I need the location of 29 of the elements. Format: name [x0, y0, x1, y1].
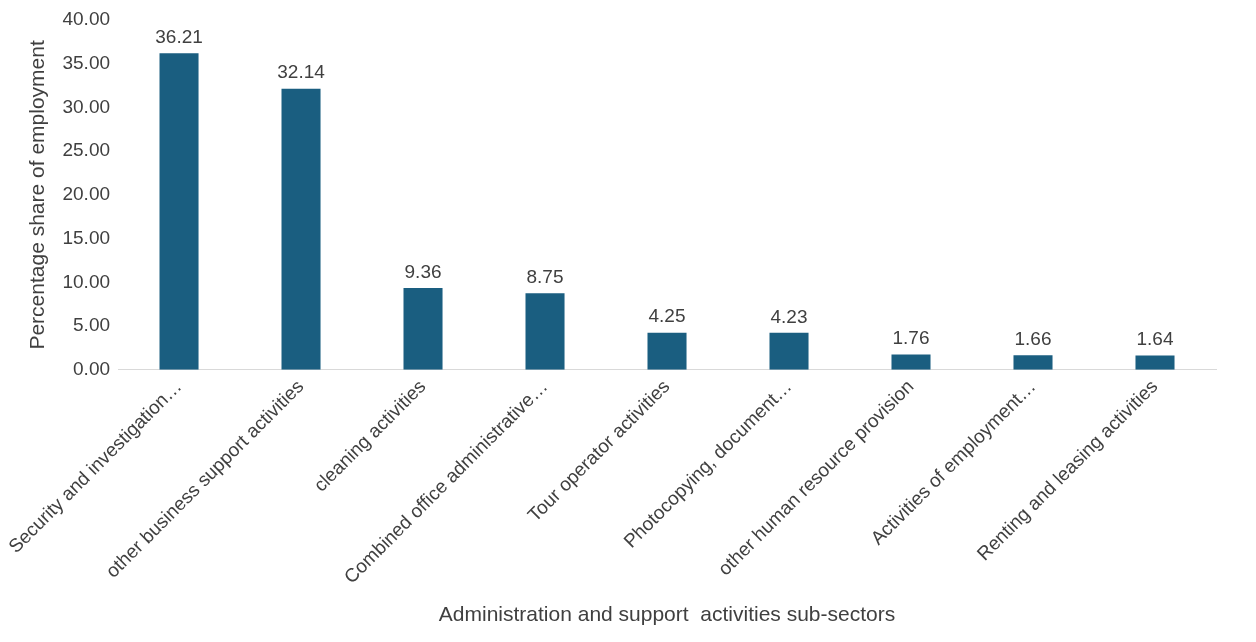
y-tick-label: 30.00 [62, 95, 111, 117]
bar [403, 287, 443, 370]
bar [891, 354, 931, 370]
y-tick-label: 40.00 [62, 8, 111, 30]
data-label: 4.25 [648, 305, 686, 327]
y-tick-label: 35.00 [62, 51, 111, 73]
data-label: 1.64 [1136, 328, 1174, 350]
bar [281, 88, 321, 370]
y-tick-label: 25.00 [62, 139, 111, 161]
bar [525, 293, 565, 370]
y-axis-title: Percentage share of employment [24, 40, 48, 350]
data-label: 9.36 [404, 260, 442, 282]
data-label: 36.21 [155, 25, 203, 47]
data-label: 32.14 [277, 61, 326, 83]
y-tick-label: 10.00 [62, 270, 111, 292]
x-axis-title: Administration and support activities sub-sectors [438, 602, 896, 626]
bar [159, 53, 199, 370]
bar [647, 332, 687, 370]
y-tick-label: 20.00 [62, 183, 111, 205]
data-label: 4.23 [770, 305, 808, 327]
y-tick-label: 0.00 [73, 358, 111, 380]
y-tick-label: 5.00 [73, 314, 111, 336]
bar [769, 332, 809, 370]
bar [1013, 355, 1053, 370]
bar [1135, 355, 1175, 370]
data-label: 1.66 [1014, 328, 1052, 350]
y-tick-label: 15.00 [62, 226, 111, 248]
data-label: 1.76 [892, 327, 930, 349]
data-label: 8.75 [526, 266, 564, 288]
